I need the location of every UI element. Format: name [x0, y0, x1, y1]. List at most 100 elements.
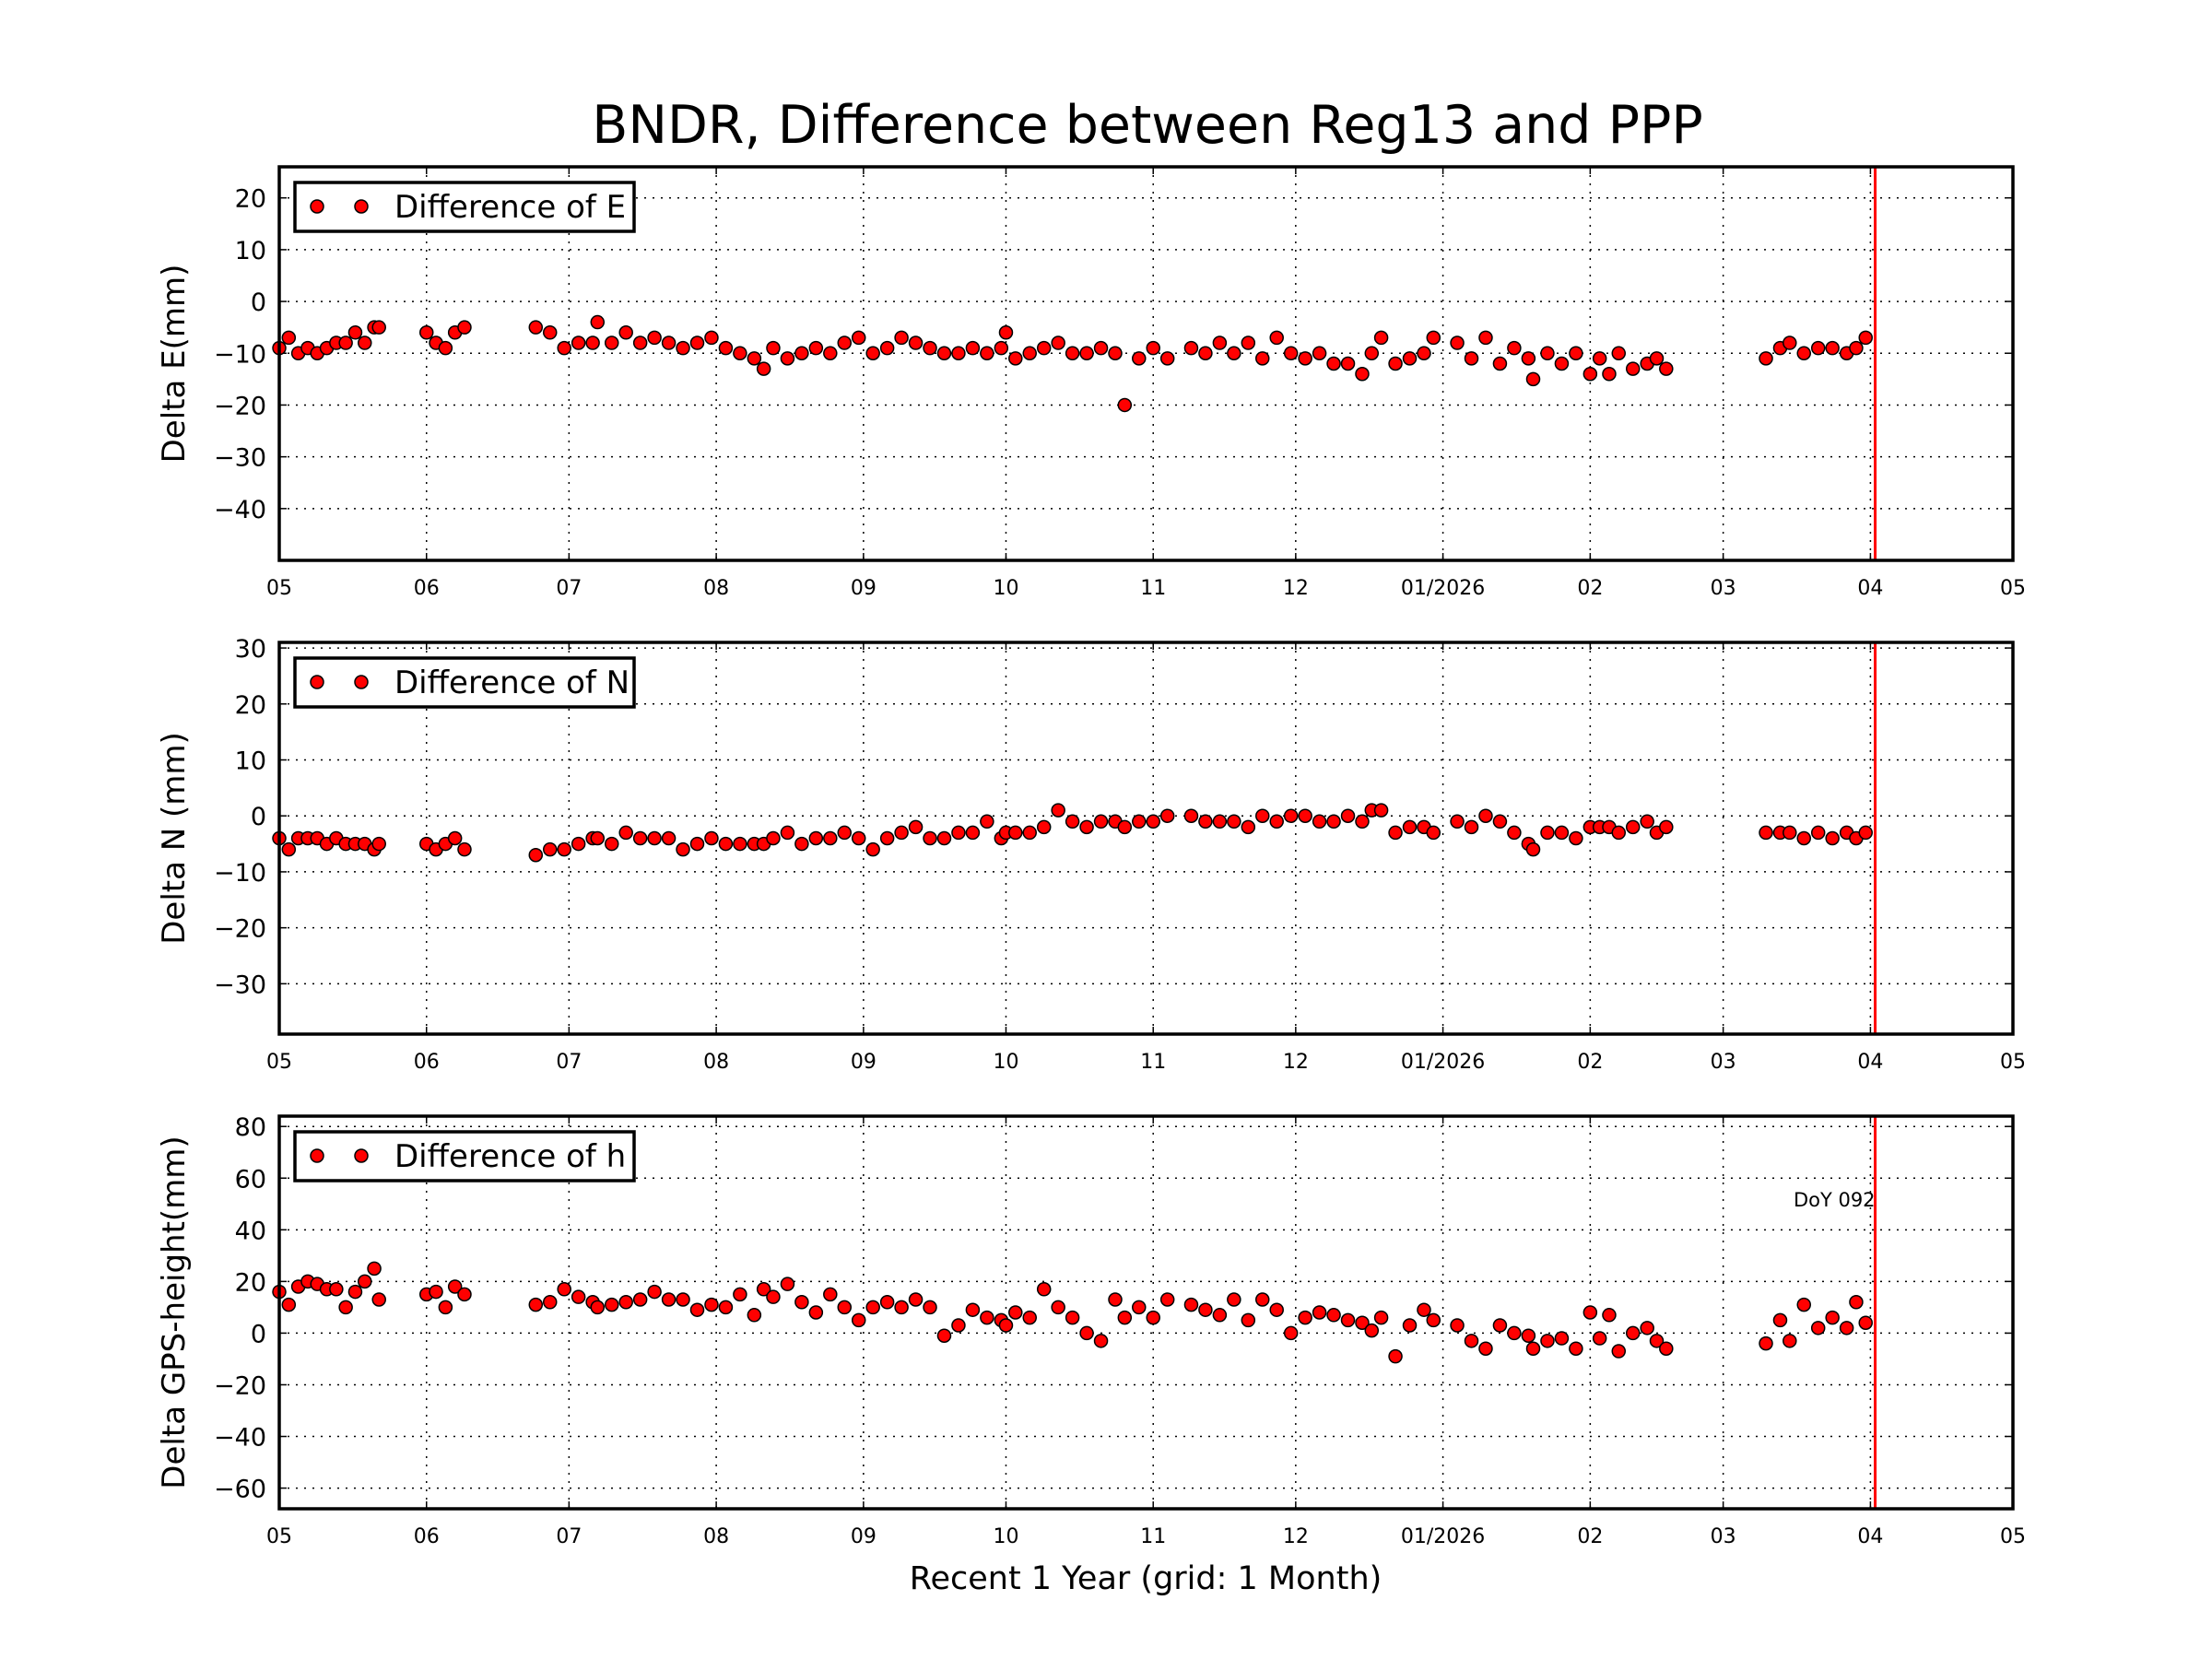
data-point — [1093, 340, 1109, 356]
data-point — [1540, 1334, 1555, 1348]
data-point — [1507, 825, 1522, 841]
y-axis-label: Delta GPS-height(mm) — [156, 1135, 193, 1488]
data-point — [965, 1302, 981, 1317]
data-point — [1146, 814, 1160, 830]
x-tick-label: 01/2026 — [1401, 1051, 1485, 1074]
data-point — [1283, 346, 1299, 361]
data-point — [1554, 1331, 1570, 1346]
data-point — [542, 841, 558, 857]
data-point — [1241, 335, 1256, 350]
data-point — [794, 346, 809, 361]
data-point — [1525, 1341, 1541, 1356]
data-point — [1839, 1321, 1854, 1335]
data-point — [438, 1300, 453, 1315]
data-point — [1759, 351, 1773, 366]
x-tick-label: 09 — [851, 1051, 877, 1074]
y-tick-label: −30 — [214, 444, 266, 473]
x-tick-label: 01/2026 — [1401, 577, 1485, 600]
y-tick-label: −20 — [214, 915, 266, 944]
data-point — [1659, 361, 1674, 376]
data-point — [1108, 346, 1123, 361]
y-tick-label: −10 — [214, 859, 266, 888]
data-point — [632, 1292, 648, 1307]
data-point — [604, 836, 619, 852]
y-tick-label: 80 — [235, 1113, 266, 1142]
data-point — [347, 1284, 363, 1300]
x-tick-label: 05 — [2000, 577, 2026, 600]
data-point — [780, 351, 795, 366]
data-point — [1540, 825, 1555, 841]
data-point — [980, 346, 994, 361]
data-point — [733, 1287, 747, 1302]
data-point — [837, 1300, 853, 1315]
data-point — [1525, 371, 1541, 387]
data-point — [528, 847, 544, 863]
data-point — [780, 1277, 795, 1291]
data-point — [865, 841, 880, 857]
data-point — [281, 1297, 297, 1312]
data-point — [1611, 346, 1627, 361]
x-tick-label: 01/2026 — [1401, 1525, 1485, 1548]
data-point — [661, 1292, 677, 1307]
data-point — [1759, 1335, 1773, 1351]
data-point — [1183, 808, 1199, 823]
data-point — [1810, 825, 1826, 841]
x-tick-label: 12 — [1283, 577, 1309, 600]
data-point — [457, 841, 472, 857]
data-point — [733, 836, 747, 852]
data-point — [1426, 825, 1441, 841]
data-point — [1146, 340, 1160, 356]
data-point — [756, 1282, 771, 1297]
data-point — [676, 1292, 690, 1307]
data-point — [823, 830, 838, 846]
data-point — [604, 1297, 619, 1312]
data-point — [1364, 346, 1380, 361]
axes-frame — [277, 165, 2015, 562]
x-tick-label: 04 — [1857, 1525, 1883, 1548]
data-point — [1659, 1341, 1674, 1356]
data-point — [965, 825, 981, 841]
data-point — [281, 330, 297, 346]
data-point — [1602, 366, 1617, 382]
x-tick-label: 12 — [1283, 1525, 1309, 1548]
data-point — [1364, 1323, 1380, 1338]
legend: Difference of h — [293, 1130, 636, 1182]
data-point — [447, 830, 463, 846]
data-point — [1796, 830, 1811, 846]
data-point — [542, 1295, 558, 1310]
x-tick-label: 05 — [266, 577, 292, 600]
data-point — [1117, 1310, 1133, 1325]
data-point — [808, 830, 824, 846]
data-point — [1326, 814, 1341, 830]
data-point — [936, 830, 952, 846]
data-point — [1227, 346, 1241, 361]
data-point — [1450, 335, 1465, 350]
y-tick-label: 60 — [235, 1165, 266, 1194]
data-point — [1022, 1310, 1037, 1325]
y-tick-label: −60 — [214, 1476, 266, 1504]
x-tick-label: 04 — [1857, 577, 1883, 600]
data-point — [1402, 1318, 1418, 1333]
data-point — [837, 335, 853, 350]
data-point — [894, 825, 909, 841]
x-tick-label: 07 — [556, 1051, 582, 1074]
x-tick-label: 05 — [266, 1525, 292, 1548]
data-point — [1450, 1318, 1465, 1333]
y-tick-label: 0 — [251, 1320, 266, 1348]
data-point — [1858, 825, 1873, 841]
data-point — [371, 1292, 386, 1307]
panel-3: 05 06 07 08 09 10 11 12 01/2026 02 03 04 05−60−40−20… — [156, 1113, 2026, 1548]
x-tick-label: 05 — [2000, 1051, 2026, 1074]
data-point — [794, 1295, 809, 1310]
data-point — [718, 340, 734, 356]
data-point — [676, 340, 690, 356]
data-point — [1008, 351, 1023, 366]
y-tick-label: 40 — [235, 1217, 266, 1245]
data-point — [756, 361, 771, 376]
data-point — [1340, 356, 1356, 371]
data-point — [766, 340, 781, 356]
data-point — [923, 1300, 937, 1315]
data-point — [1340, 808, 1356, 823]
data-point — [1093, 1334, 1109, 1348]
data-point — [1464, 351, 1479, 366]
